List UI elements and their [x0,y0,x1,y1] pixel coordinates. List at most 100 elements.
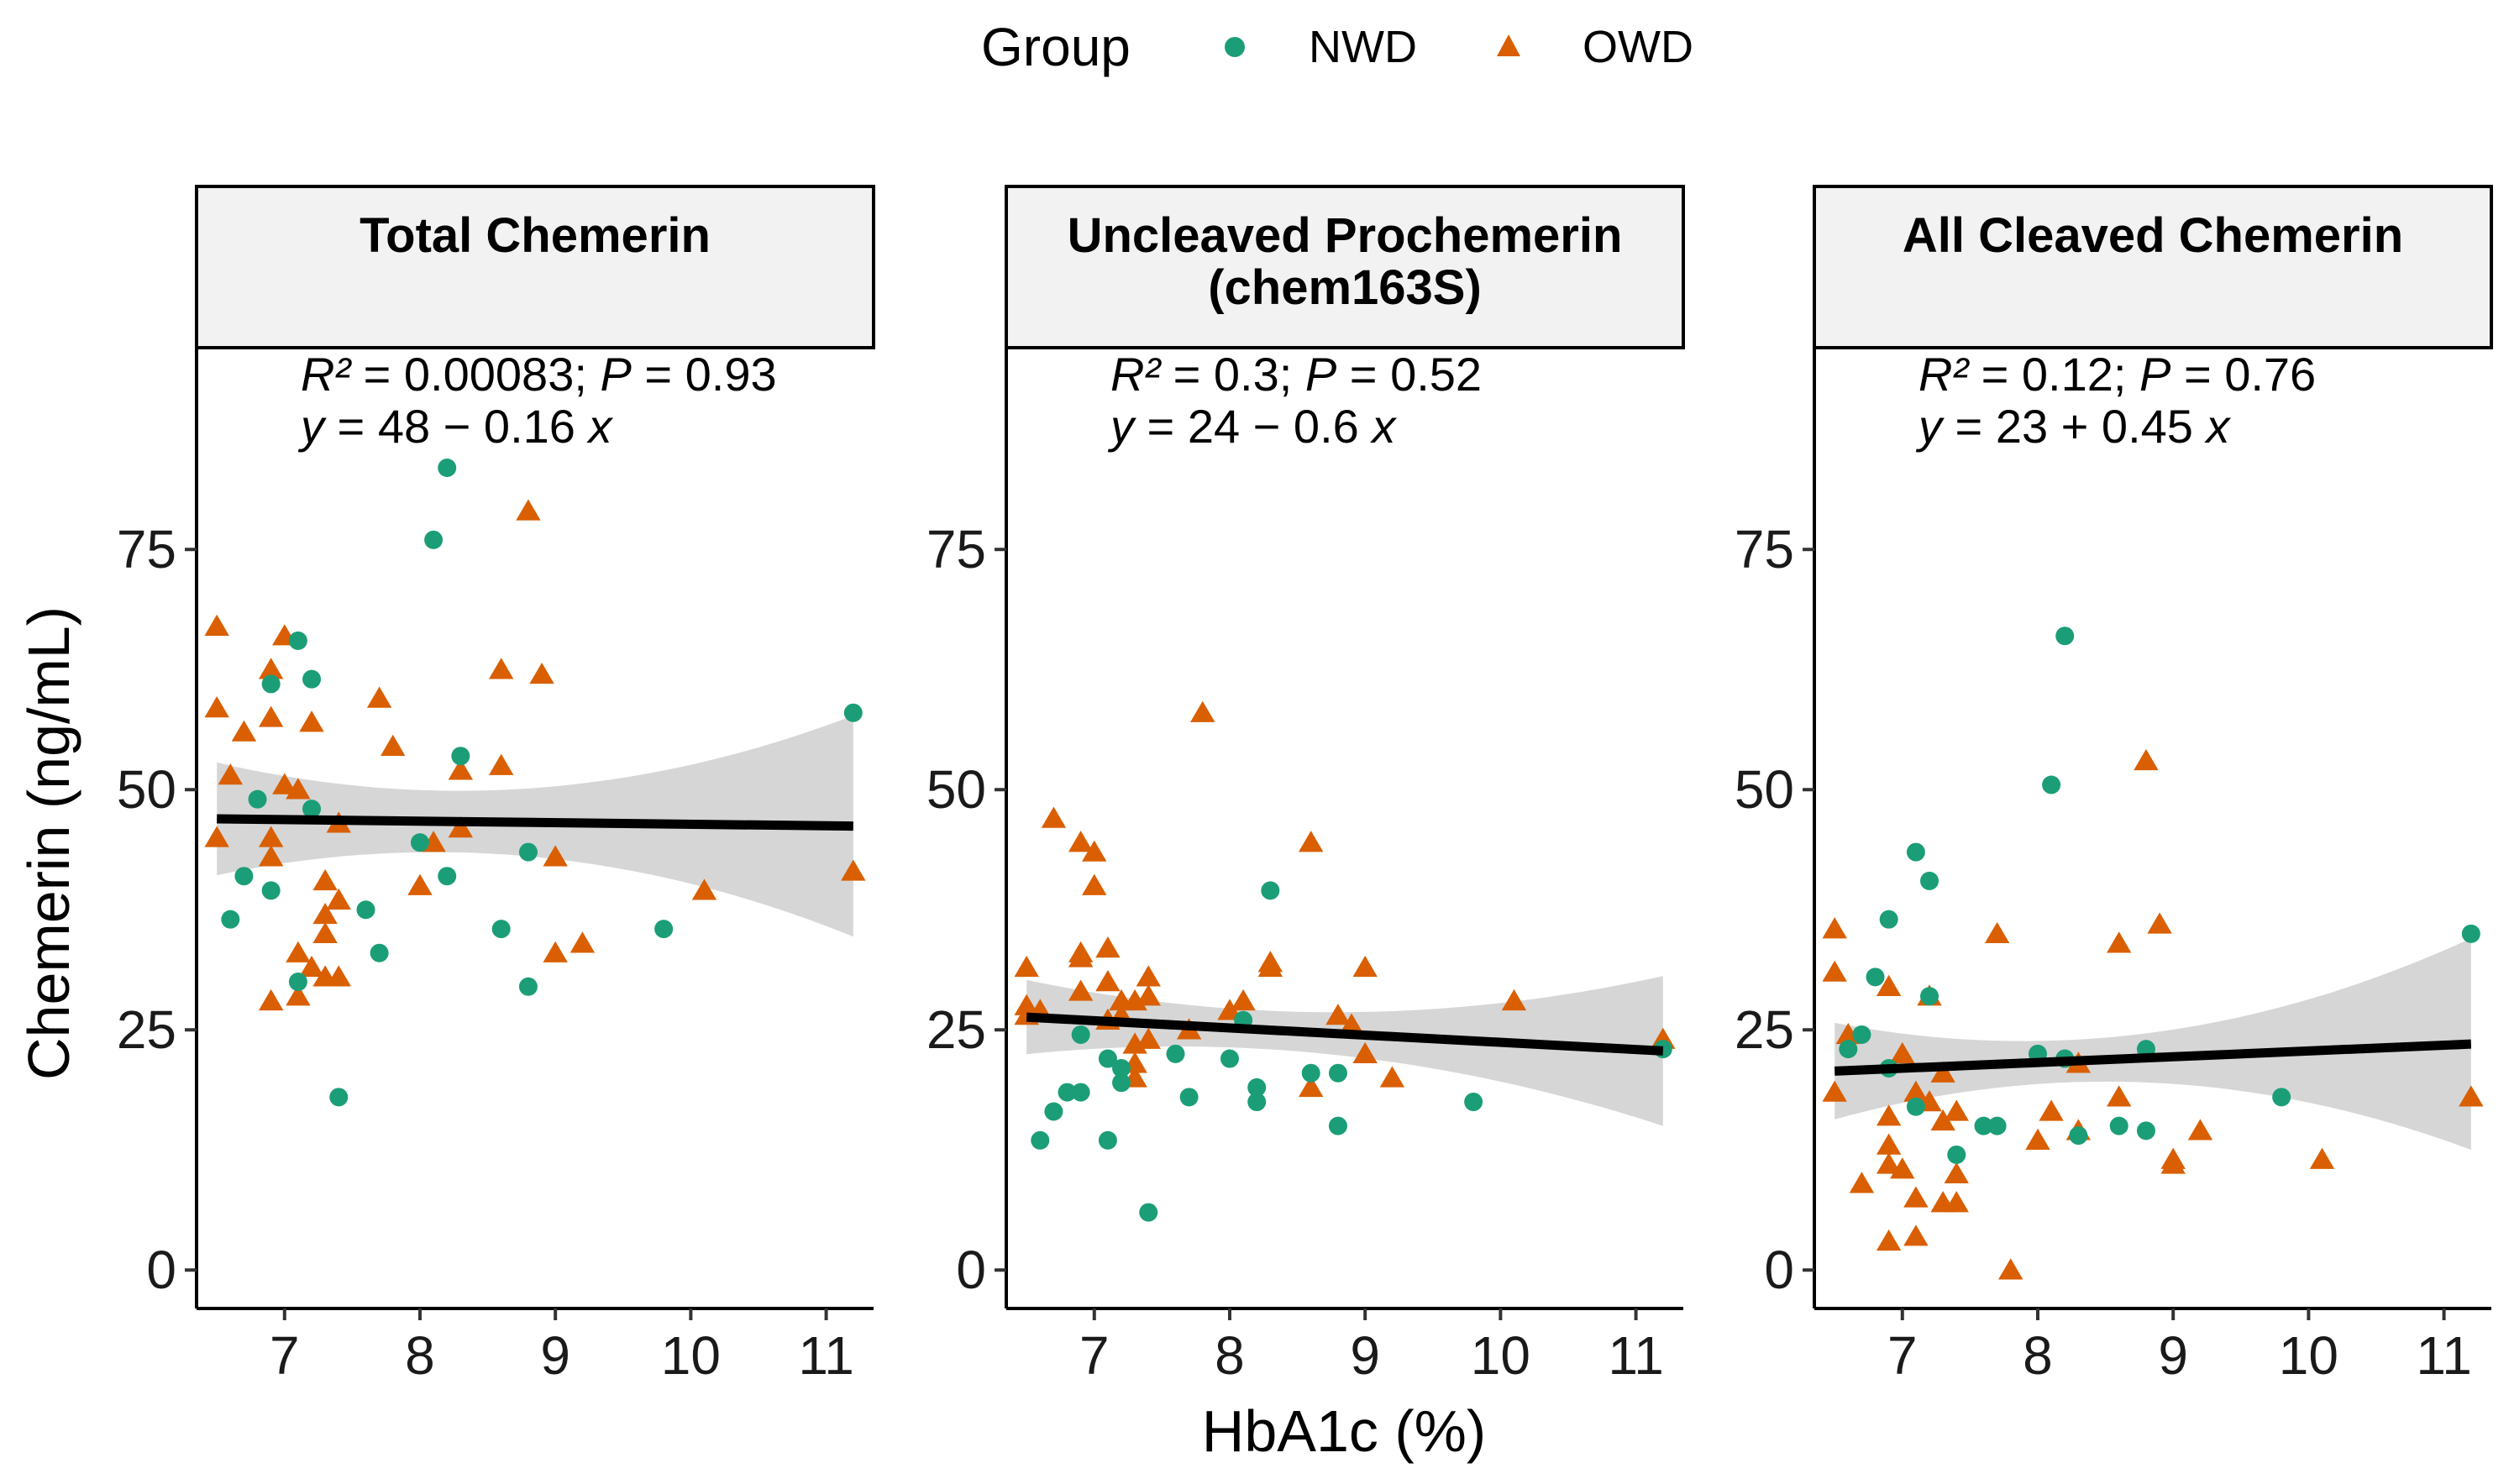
owd-point [366,686,392,708]
y-tick-label: 75 [926,519,986,579]
panel-1: Total Chemerin 0 25 50 75 7 8 9 10 11 R² = 0.00083… [117,185,875,1386]
owd-point [2025,1128,2050,1150]
owd-point [299,711,324,732]
owd-point [1944,1162,1969,1184]
legend-title: Group [981,17,1131,77]
owd-point [312,921,338,944]
nwd-point [1261,881,1280,900]
nwd-point [1920,871,1939,890]
y-tick-label: 50 [926,759,986,820]
owd-point [204,696,229,718]
nwd-point [329,1088,349,1107]
owd-point [258,705,284,727]
owd-point [691,878,717,900]
nwd-point [1166,1044,1185,1063]
owd-point [1930,1109,1955,1131]
owd-point [1136,965,1161,987]
y-tick-label: 0 [146,1240,176,1300]
owd-point [1944,1191,1969,1213]
y-tick-label: 50 [1735,759,1794,820]
owd-point [1822,917,1847,939]
strip-box [1005,185,1685,349]
owd-point [2107,1085,2132,1107]
owd-point [1082,873,1107,895]
strip-box [1813,185,2493,349]
owd-point [1068,831,1094,852]
owd-point [1136,984,1161,1006]
owd-point [1339,1013,1364,1035]
owd-point [2134,748,2159,771]
nwd-point [1031,1130,1050,1150]
owd-point [543,845,568,867]
nwd-point [1974,1116,1993,1135]
owd-point [286,778,311,800]
x-tick-label: 8 [1215,1325,1245,1386]
owd-point [2147,912,2172,934]
x-axis-title: HbA1c (%) [1202,1398,1486,1464]
legend-nwd-label: NWD [1309,22,1417,72]
y-tick-label: 25 [926,999,986,1060]
owd-point [258,988,284,1011]
owd-point [1136,1027,1161,1049]
owd-point [1014,955,1039,978]
owd-point [1501,988,1527,1011]
owd-point [1041,806,1067,828]
owd-point [286,984,311,1006]
nwd-point [2042,775,2061,794]
x-tick-label: 10 [2279,1325,2338,1386]
y-tick-label: 0 [956,1240,986,1300]
y-tick-label: 75 [1735,519,1794,579]
y-axis-title: Chemerin (ng/mL) [16,606,81,1080]
nwd-point [1112,1073,1131,1093]
owd-point [1876,1133,1902,1155]
legend: Group NWD OWD [981,17,1693,77]
nwd-point [438,459,457,477]
nwd-point [1044,1102,1063,1121]
nwd-point [1879,910,1898,929]
y-tick-label: 75 [117,519,176,579]
owd-point [1890,1041,1915,1064]
x-tick-label: 8 [405,1325,435,1386]
stat-r2-p: R² = 0.00083; P = 0.93 [301,348,777,401]
owd-point [1998,1258,2023,1280]
owd-point [489,753,514,775]
owd-point [407,873,433,895]
owd-point [1876,1152,1902,1174]
stat-equation: y = 23 + 0.45 x [1915,400,2231,453]
nwd-point [1328,1116,1347,1135]
owd-point [1068,946,1094,967]
nwd-point [234,867,254,886]
owd-point [1903,1080,1929,1102]
nwd-point [1247,1078,1267,1097]
owd-point [1930,1061,1955,1083]
owd-point [2459,1085,2484,1107]
owd-point [299,955,324,978]
owd-point [1822,1080,1847,1102]
owd-point [258,845,284,867]
panels: Total Chemerin 0 25 50 75 7 8 9 10 11 R² = 0.00083… [117,185,2493,1386]
nwd-point [2109,1116,2128,1135]
x-tick-label: 11 [798,1325,853,1386]
nwd-point [410,833,429,852]
nwd-point [1112,1059,1131,1078]
x-tick-label: 10 [661,1325,721,1386]
owd-point [2039,1099,2064,1121]
owd-point [326,888,351,910]
owd-point [1379,1066,1405,1088]
panel-3: All Cleaved Chemerin 0 25 50 75 7 8 9 10 11 R² = 0… [1735,185,2493,1386]
owd-point [1299,1075,1324,1098]
y-tick-label: 50 [117,759,176,820]
owd-point [1095,936,1121,958]
strip-title-line: All Cleaved Chemerin [1903,208,2403,263]
owd-point [1876,1229,1902,1251]
stat-r2-p: R² = 0.3; P = 0.52 [1110,348,1482,401]
nwd-point [654,920,674,939]
stat-equation: y = 24 − 0.6 x [1107,400,1397,453]
owd-point [1257,955,1283,978]
strip-title-line: Total Chemerin [360,208,711,263]
nwd-point [843,703,863,722]
x-tick-label: 10 [1471,1325,1530,1386]
owd-point [1890,1157,1915,1179]
nwd-point [370,943,389,962]
